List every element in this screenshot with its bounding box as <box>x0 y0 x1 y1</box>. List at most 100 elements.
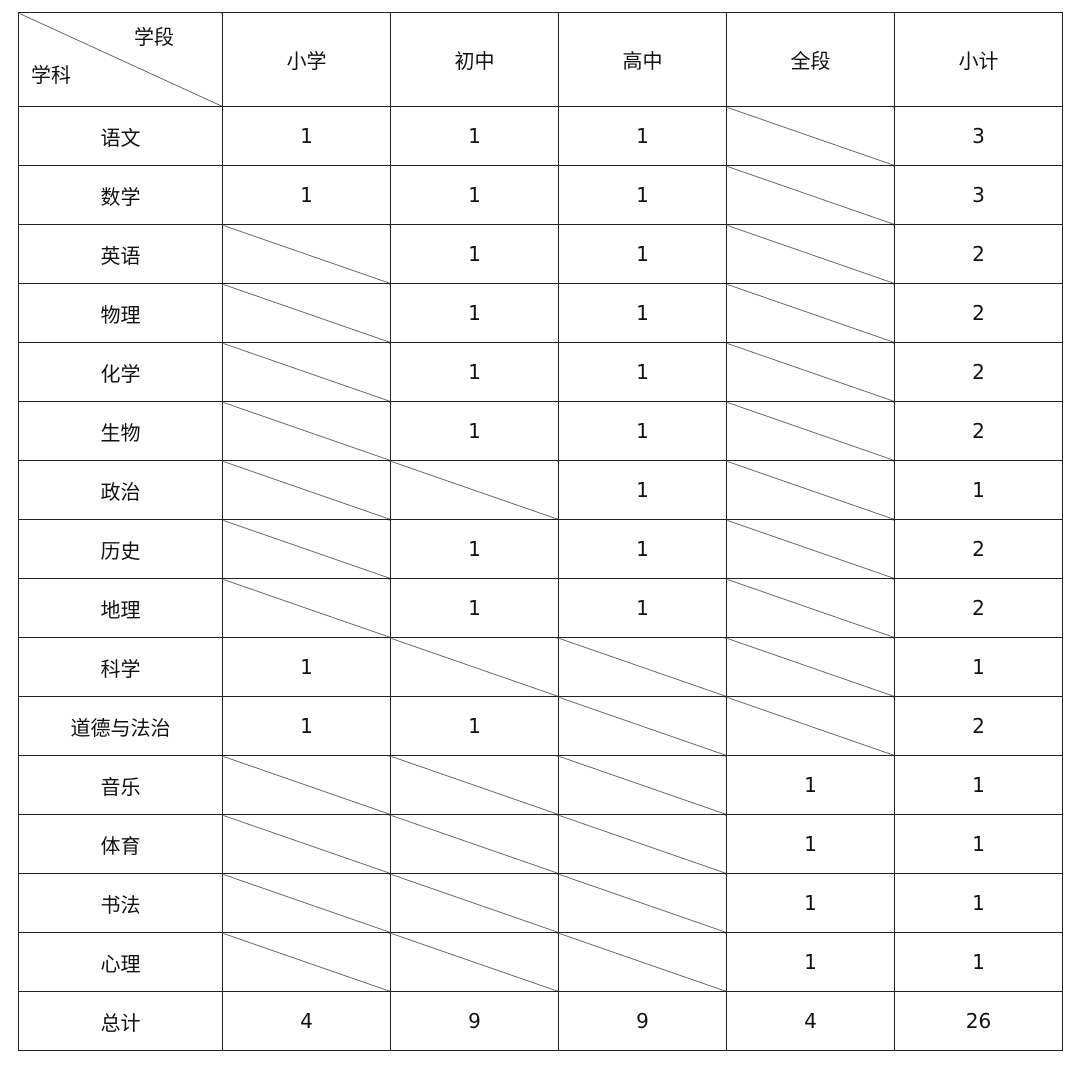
value-cell: 1 <box>894 932 1063 992</box>
empty-slashed-cell <box>222 578 391 638</box>
value-cell: 1 <box>390 519 559 579</box>
value-cell: 1 <box>390 283 559 343</box>
empty-slashed-cell <box>390 755 559 815</box>
table-row: 语文 1 1 1 3 <box>18 106 1063 166</box>
empty-slashed-cell <box>558 814 727 874</box>
empty-slashed-cell <box>390 873 559 933</box>
subject-cell: 书法 <box>18 873 223 933</box>
table-row: 历史 1 1 2 <box>18 519 1063 579</box>
value-cell: 1 <box>390 401 559 461</box>
empty-slashed-cell <box>726 460 895 520</box>
subject-stage-table: 学段 学科 小学 初中 高中 全段 小计 语文 1 1 1 3 数学 1 1 1 3 英语 1 1 2 物理… <box>18 12 1063 1051</box>
value-cell: 1 <box>222 106 391 166</box>
empty-slashed-cell <box>726 578 895 638</box>
column-header: 小学 <box>222 12 391 107</box>
value-cell: 1 <box>222 637 391 697</box>
table-row: 英语 1 1 2 <box>18 224 1063 284</box>
value-cell: 1 <box>390 165 559 225</box>
table-row: 化学 1 1 2 <box>18 342 1063 402</box>
value-cell: 26 <box>894 991 1063 1051</box>
column-header: 全段 <box>726 12 895 107</box>
value-cell: 4 <box>726 991 895 1051</box>
subject-cell: 道德与法治 <box>18 696 223 756</box>
value-cell: 1 <box>894 814 1063 874</box>
subject-cell: 科学 <box>18 637 223 697</box>
table-row: 音乐 1 1 <box>18 755 1063 815</box>
stage-axis-label: 学段 <box>134 25 174 49</box>
empty-slashed-cell <box>222 755 391 815</box>
column-header: 小计 <box>894 12 1063 107</box>
empty-slashed-cell <box>222 814 391 874</box>
value-cell: 1 <box>390 342 559 402</box>
value-cell: 1 <box>894 460 1063 520</box>
value-cell: 1 <box>726 873 895 933</box>
subject-cell: 数学 <box>18 165 223 225</box>
value-cell: 1 <box>558 578 727 638</box>
value-cell: 1 <box>726 932 895 992</box>
value-cell: 1 <box>390 696 559 756</box>
value-cell: 1 <box>894 873 1063 933</box>
value-cell: 2 <box>894 519 1063 579</box>
value-cell: 2 <box>894 696 1063 756</box>
empty-slashed-cell <box>558 637 727 697</box>
empty-slashed-cell <box>558 932 727 992</box>
header-row: 学段 学科 小学 初中 高中 全段 小计 <box>18 12 1063 107</box>
value-cell: 3 <box>894 106 1063 166</box>
subject-cell: 英语 <box>18 224 223 284</box>
table-row: 道德与法治 1 1 2 <box>18 696 1063 756</box>
empty-slashed-cell <box>726 283 895 343</box>
empty-slashed-cell <box>726 165 895 225</box>
value-cell: 1 <box>558 460 727 520</box>
empty-slashed-cell <box>726 696 895 756</box>
empty-slashed-cell <box>558 696 727 756</box>
corner-header-cell: 学段 学科 <box>18 12 223 107</box>
empty-slashed-cell <box>558 755 727 815</box>
value-cell: 1 <box>558 519 727 579</box>
value-cell: 1 <box>558 401 727 461</box>
empty-slashed-cell <box>390 637 559 697</box>
subject-cell: 化学 <box>18 342 223 402</box>
table-row: 科学 1 1 <box>18 637 1063 697</box>
value-cell: 9 <box>390 991 559 1051</box>
value-cell: 1 <box>726 814 895 874</box>
value-cell: 3 <box>894 165 1063 225</box>
table-row: 体育 1 1 <box>18 814 1063 874</box>
subject-cell: 历史 <box>18 519 223 579</box>
value-cell: 1 <box>222 696 391 756</box>
value-cell: 1 <box>894 755 1063 815</box>
empty-slashed-cell <box>390 932 559 992</box>
value-cell: 2 <box>894 578 1063 638</box>
subject-cell: 语文 <box>18 106 223 166</box>
subject-cell: 生物 <box>18 401 223 461</box>
subject-cell: 地理 <box>18 578 223 638</box>
empty-slashed-cell <box>222 283 391 343</box>
subject-cell: 体育 <box>18 814 223 874</box>
subject-cell: 政治 <box>18 460 223 520</box>
value-cell: 2 <box>894 283 1063 343</box>
value-cell: 1 <box>558 342 727 402</box>
table-row: 数学 1 1 1 3 <box>18 165 1063 225</box>
empty-slashed-cell <box>390 814 559 874</box>
value-cell: 2 <box>894 401 1063 461</box>
value-cell: 9 <box>558 991 727 1051</box>
table-row: 书法 1 1 <box>18 873 1063 933</box>
value-cell: 1 <box>558 106 727 166</box>
value-cell: 1 <box>222 165 391 225</box>
empty-slashed-cell <box>726 224 895 284</box>
empty-slashed-cell <box>726 637 895 697</box>
value-cell: 1 <box>390 106 559 166</box>
value-cell: 1 <box>726 755 895 815</box>
empty-slashed-cell <box>726 342 895 402</box>
value-cell: 1 <box>894 637 1063 697</box>
empty-slashed-cell <box>390 460 559 520</box>
subject-cell: 音乐 <box>18 755 223 815</box>
table-row: 地理 1 1 2 <box>18 578 1063 638</box>
empty-slashed-cell <box>222 460 391 520</box>
empty-slashed-cell <box>222 519 391 579</box>
table-row: 物理 1 1 2 <box>18 283 1063 343</box>
empty-slashed-cell <box>726 401 895 461</box>
value-cell: 2 <box>894 224 1063 284</box>
column-header: 初中 <box>390 12 559 107</box>
value-cell: 1 <box>390 224 559 284</box>
empty-slashed-cell <box>222 401 391 461</box>
